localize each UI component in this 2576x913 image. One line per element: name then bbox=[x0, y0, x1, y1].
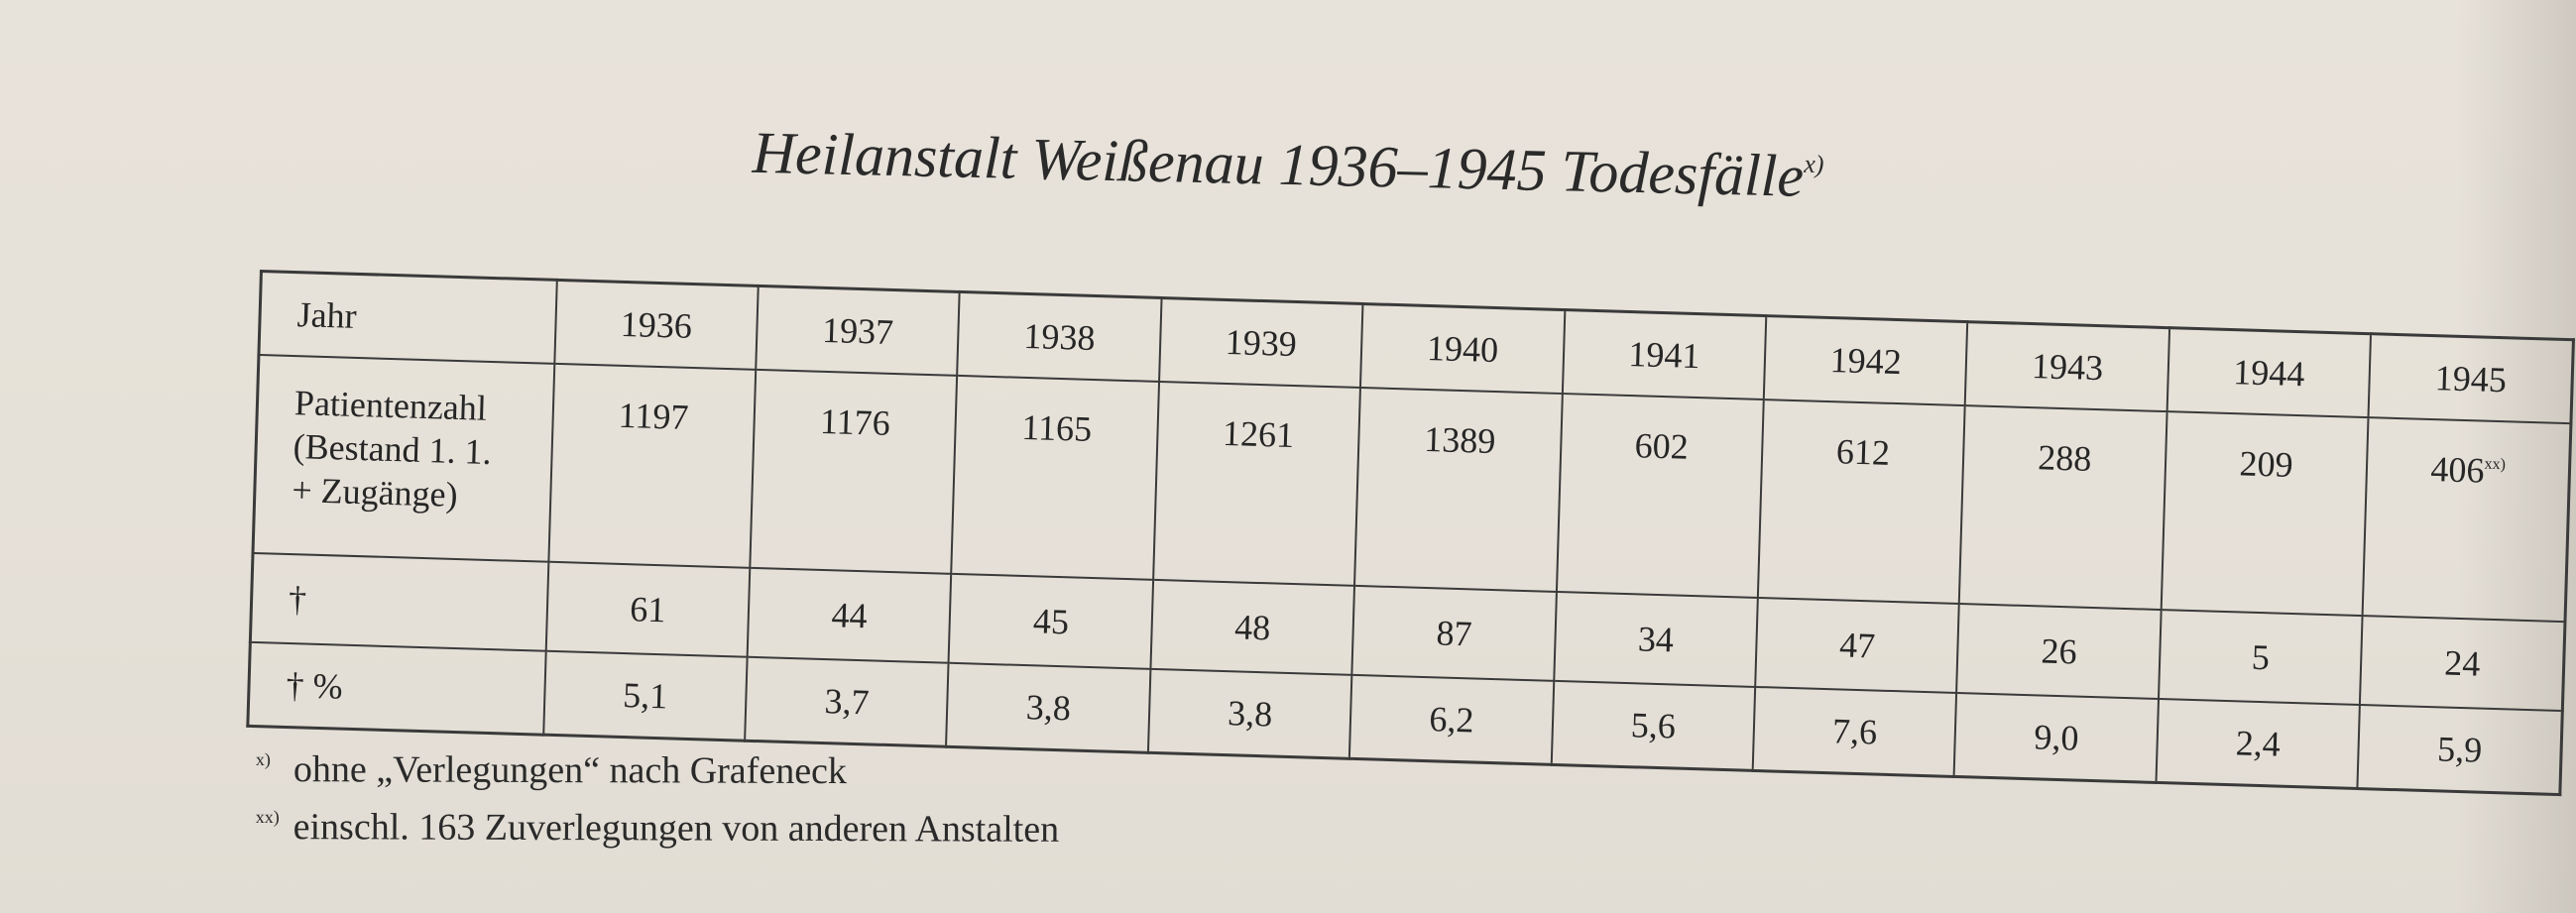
year-cell: 1936 bbox=[553, 280, 759, 370]
year-cell: 1945 bbox=[2368, 333, 2574, 424]
patients-value-1945: 406 bbox=[2429, 449, 2486, 491]
row-label-deaths: † bbox=[250, 552, 549, 651]
percent-cell: 6,2 bbox=[1349, 674, 1554, 765]
title-text: Heilanstalt Weißenau 1936–1945 Todesfäll… bbox=[752, 119, 1805, 209]
deaths-cell: 24 bbox=[2360, 616, 2565, 712]
row-label-patients: Patientenzahl (Bestand 1. 1. + Zugänge) bbox=[253, 355, 554, 562]
deaths-cell: 45 bbox=[948, 573, 1153, 669]
percent-cell: 7,6 bbox=[1752, 686, 1957, 777]
percent-cell: 9,0 bbox=[1954, 692, 2159, 783]
patients-cell: 1261 bbox=[1152, 381, 1361, 586]
patients-cell: 1197 bbox=[548, 363, 757, 568]
page-title: Heilanstalt Weißenau 1936–1945 Todesfäll… bbox=[0, 102, 2576, 229]
year-cell: 1937 bbox=[756, 285, 961, 376]
patients-footnote-marker: xx) bbox=[2484, 455, 2507, 474]
title-footnote-marker: x) bbox=[1804, 149, 1824, 179]
footnote-text: ohne „Verlegungen“ nach Grafeneck bbox=[293, 748, 848, 793]
row-label-patients-line: + Zugänge) bbox=[291, 470, 459, 515]
deaths-cell: 5 bbox=[2158, 610, 2363, 706]
percent-cell: 3,8 bbox=[1147, 668, 1352, 759]
patients-cell-1945: 406xx) bbox=[2362, 417, 2571, 623]
deaths-cell: 44 bbox=[747, 567, 952, 663]
patients-cell: 1389 bbox=[1354, 387, 1563, 592]
footnote: x) ohne „Verlegungen“ nach Grafeneck bbox=[256, 736, 1060, 796]
row-label-patients-line: (Bestand 1. 1. bbox=[293, 426, 493, 473]
year-cell: 1939 bbox=[1158, 297, 1363, 388]
row-label-patients-line: Patientenzahl bbox=[293, 383, 488, 428]
year-cell: 1941 bbox=[1562, 309, 1767, 400]
patients-cell: 1165 bbox=[951, 375, 1159, 580]
statistics-table-wrapper: Jahr 1936 1937 1938 1939 1940 1941 1942 … bbox=[246, 270, 2575, 797]
statistics-table: Jahr 1936 1937 1938 1939 1940 1941 1942 … bbox=[246, 270, 2575, 797]
year-cell: 1943 bbox=[1965, 321, 2169, 412]
deaths-cell: 48 bbox=[1150, 579, 1355, 675]
patients-cell: 209 bbox=[2161, 411, 2369, 617]
percent-cell: 3,7 bbox=[745, 656, 949, 747]
percent-cell: 5,6 bbox=[1551, 680, 1756, 771]
patients-cell: 602 bbox=[1556, 394, 1764, 598]
year-cell: 1942 bbox=[1763, 315, 1968, 406]
footnote-marker: x) bbox=[255, 748, 271, 770]
patients-cell: 612 bbox=[1757, 399, 1966, 605]
percent-cell: 2,4 bbox=[2156, 698, 2361, 789]
row-label-percent: † % bbox=[247, 641, 546, 736]
year-cell: 1944 bbox=[2166, 327, 2372, 418]
year-cell: 1940 bbox=[1360, 303, 1566, 395]
footnote-marker: xx) bbox=[255, 806, 280, 828]
row-label-year: Jahr bbox=[258, 271, 557, 364]
deaths-cell: 34 bbox=[1553, 591, 1758, 687]
footnote-text: einschl. 163 Zuverlegungen von anderen A… bbox=[293, 806, 1060, 851]
deaths-cell: 87 bbox=[1351, 585, 1557, 681]
deaths-cell: 26 bbox=[1956, 604, 2162, 699]
page-shadow bbox=[2457, 0, 2576, 913]
year-cell: 1938 bbox=[957, 291, 1162, 382]
deaths-cell: 61 bbox=[545, 561, 751, 657]
deaths-cell: 47 bbox=[1755, 597, 1960, 693]
percent-cell: 5,9 bbox=[2357, 705, 2563, 795]
percent-cell: 5,1 bbox=[542, 650, 748, 742]
footnote: xx) einschl. 163 Zuverlegungen von andere… bbox=[256, 793, 1060, 854]
patients-cell: 288 bbox=[1959, 405, 2167, 611]
patients-cell: 1176 bbox=[750, 369, 958, 574]
footnotes: x) ohne „Verlegungen“ nach Grafeneck xx) e… bbox=[256, 736, 1060, 854]
